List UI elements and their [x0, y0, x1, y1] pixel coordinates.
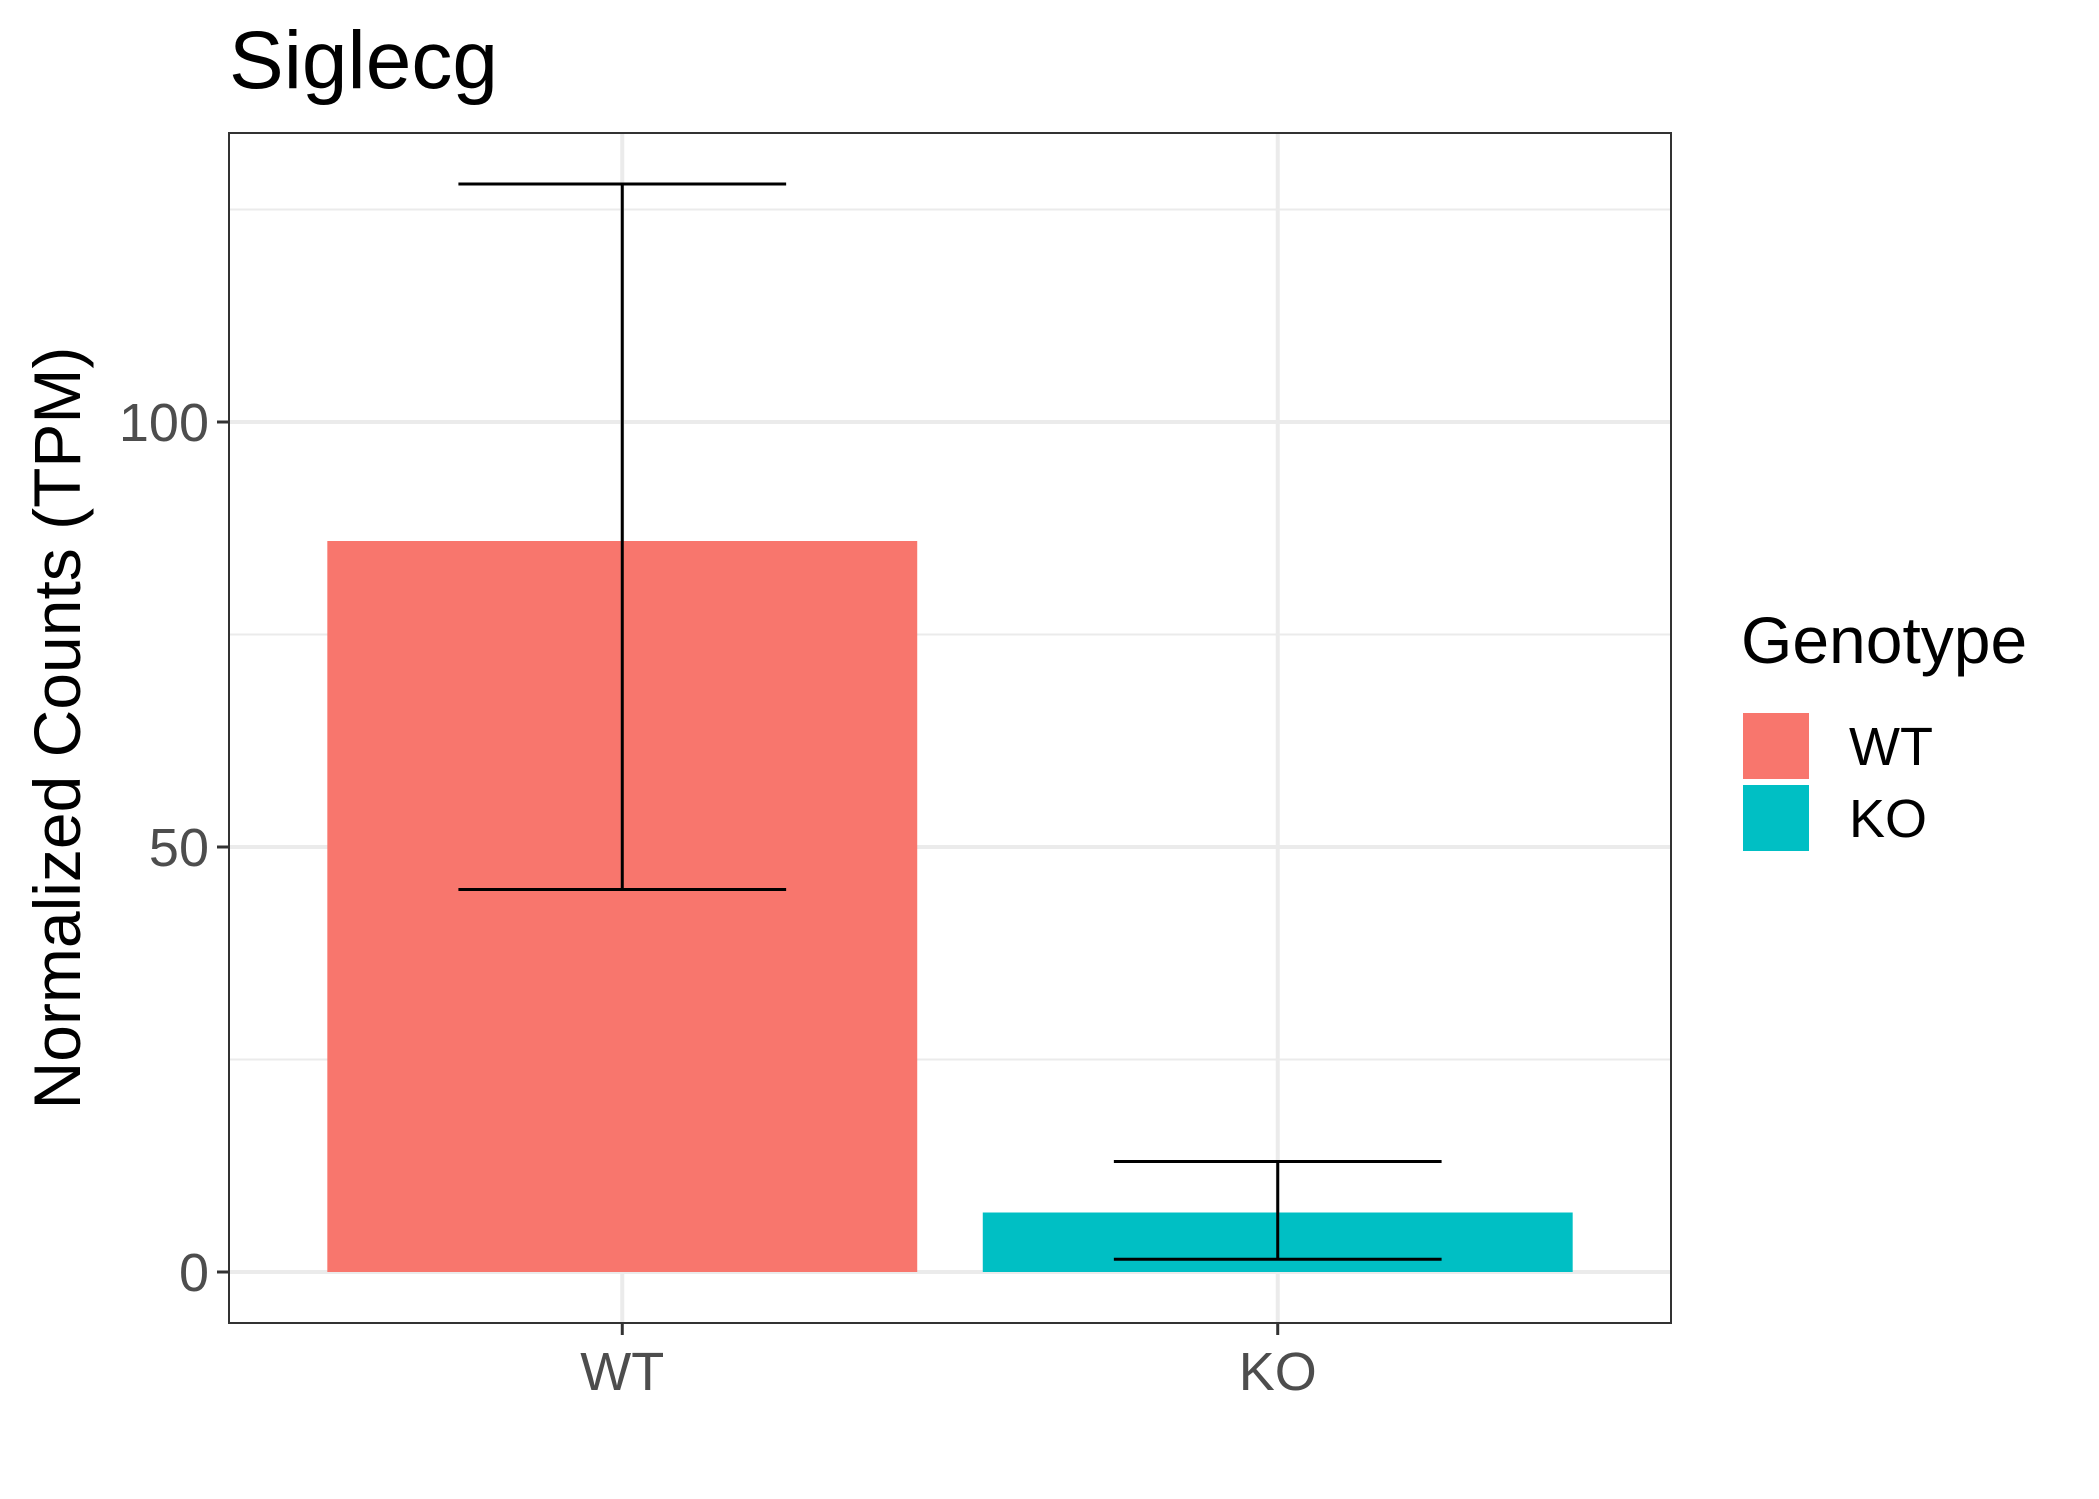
- y-tick-label: 0: [179, 1243, 209, 1303]
- y-tick-label: 50: [149, 818, 209, 878]
- legend-key-wt: [1743, 713, 1809, 779]
- x-tick-label: KO: [1239, 1342, 1317, 1402]
- legend-title: Genotype: [1741, 603, 2027, 677]
- plot-panel-border: [228, 132, 1672, 1324]
- y-tick-label: 100: [119, 393, 209, 453]
- x-tick-label: WT: [580, 1342, 664, 1402]
- legend-key-ko: [1743, 785, 1809, 851]
- legend: WT KO: [1743, 713, 1933, 851]
- y-axis-label: Normalized Counts (TPM): [20, 347, 94, 1110]
- chart-title: Siglecg: [229, 15, 498, 106]
- legend-label-wt: WT: [1849, 717, 1933, 777]
- error-bars: [458, 182, 1442, 1261]
- x-axis-ticks: WT KO: [580, 1323, 1317, 1402]
- y-axis-ticks: 0 50 100: [119, 393, 229, 1303]
- legend-label-ko: KO: [1849, 789, 1927, 849]
